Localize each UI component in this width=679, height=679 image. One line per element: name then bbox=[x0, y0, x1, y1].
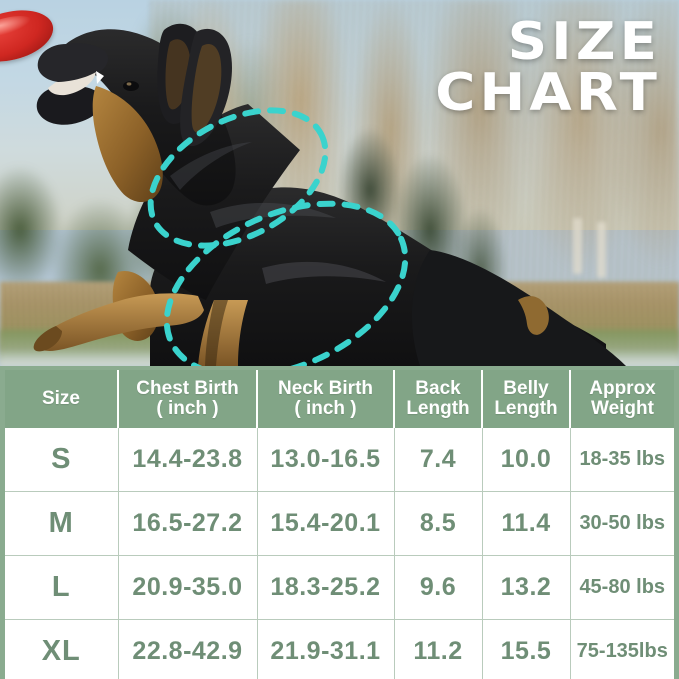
dog-mouth-gap bbox=[48, 72, 96, 96]
fence-post-2 bbox=[597, 222, 606, 278]
table-row: XL 22.8-42.9 21.9-31.1 11.2 15.5 75-135l… bbox=[5, 619, 674, 679]
column-header-back: Back Length bbox=[394, 370, 483, 428]
dog-coat-sheen-3 bbox=[170, 142, 252, 190]
cell-neck: 15.4-20.1 bbox=[257, 491, 395, 556]
cell-belly: 13.2 bbox=[482, 555, 571, 620]
cell-size: M bbox=[5, 491, 119, 556]
dog-lower-jaw bbox=[36, 85, 103, 125]
column-header-size-label: Size bbox=[41, 388, 81, 410]
chest-girth-measure-line bbox=[163, 200, 409, 366]
fence-post-1 bbox=[573, 218, 582, 274]
neck-girth-measure-line bbox=[147, 107, 329, 249]
cell-size: S bbox=[5, 428, 119, 492]
cell-size: XL bbox=[5, 619, 119, 679]
dog-coat-sheen-2 bbox=[262, 261, 386, 284]
column-header-neck: Neck Birth ( inch ) bbox=[257, 370, 395, 428]
dog-eye bbox=[123, 81, 139, 91]
cell-size: L bbox=[5, 555, 119, 620]
table-body: S 14.4-23.8 13.0-16.5 7.4 10.0 18-35 lbs… bbox=[5, 428, 674, 679]
dog-cheek-tan bbox=[92, 86, 163, 202]
column-header-belly-label: Belly bbox=[503, 378, 549, 400]
dog-muzzle-upper bbox=[37, 43, 108, 83]
column-header-size: Size bbox=[5, 370, 119, 428]
dog-tooth bbox=[96, 71, 104, 84]
cell-back: 8.5 bbox=[394, 491, 483, 556]
cell-neck: 18.3-25.2 bbox=[257, 555, 395, 620]
dog-illustration bbox=[33, 23, 626, 366]
column-header-back-label: Back bbox=[415, 378, 461, 400]
cell-weight: 75-135lbs bbox=[570, 619, 674, 679]
cell-weight: 30-50 lbs bbox=[570, 491, 674, 556]
table-header: Size Chest Birth ( inch ) Neck Birth ( i… bbox=[5, 370, 674, 428]
title-line-2: CHART bbox=[435, 63, 661, 124]
column-header-weight-label: Approx bbox=[589, 378, 656, 400]
dog-tail bbox=[518, 296, 549, 335]
cell-chest: 20.9-35.0 bbox=[118, 555, 258, 620]
cell-neck: 21.9-31.1 bbox=[257, 619, 395, 679]
column-header-chest-label: Chest Birth bbox=[136, 378, 239, 400]
cell-chest: 22.8-42.9 bbox=[118, 619, 258, 679]
table-row: M 16.5-27.2 15.4-20.1 8.5 11.4 30-50 lbs bbox=[5, 491, 674, 556]
cell-neck: 13.0-16.5 bbox=[257, 428, 395, 492]
table-row: L 20.9-35.0 18.3-25.2 9.6 13.2 45-80 lbs bbox=[5, 555, 674, 620]
dog-hindquarter bbox=[411, 250, 626, 366]
size-chart-table-container: Size Chest Birth ( inch ) Neck Birth ( i… bbox=[0, 366, 679, 679]
cell-chest: 16.5-27.2 bbox=[118, 491, 258, 556]
column-header-neck-unit: ( inch ) bbox=[294, 398, 357, 419]
table-row: S 14.4-23.8 13.0-16.5 7.4 10.0 18-35 lbs bbox=[5, 428, 674, 492]
column-header-chest-unit: ( inch ) bbox=[156, 398, 219, 419]
column-header-chest: Chest Birth ( inch ) bbox=[118, 370, 258, 428]
cell-weight: 18-35 lbs bbox=[570, 428, 674, 492]
cell-chest: 14.4-23.8 bbox=[118, 428, 258, 492]
dog-front-paw bbox=[33, 326, 62, 352]
cell-back: 11.2 bbox=[394, 619, 483, 679]
dog-eye-highlight bbox=[126, 82, 132, 86]
size-chart-table: Size Chest Birth ( inch ) Neck Birth ( i… bbox=[5, 370, 674, 679]
cell-belly: 11.4 bbox=[482, 491, 571, 556]
cell-back: 9.6 bbox=[394, 555, 483, 620]
dog-front-leg-upper bbox=[38, 293, 204, 351]
page-title: SIZE CHART bbox=[435, 16, 661, 120]
column-header-belly: Belly Length bbox=[482, 370, 571, 428]
cell-weight: 45-80 lbs bbox=[570, 555, 674, 620]
title-line-1: SIZE bbox=[507, 12, 661, 72]
dog-ear-right-inner bbox=[191, 44, 222, 133]
column-header-weight: Approx Weight bbox=[570, 370, 674, 428]
column-header-weight-sub: Weight bbox=[591, 398, 654, 419]
column-header-neck-label: Neck Birth bbox=[277, 378, 374, 400]
cell-back: 7.4 bbox=[394, 428, 483, 492]
table-header-row: Size Chest Birth ( inch ) Neck Birth ( i… bbox=[5, 370, 674, 428]
column-header-belly-sub: Length bbox=[494, 398, 558, 419]
product-photo: SIZE CHART bbox=[0, 0, 679, 366]
column-header-back-sub: Length bbox=[406, 398, 470, 419]
cell-belly: 10.0 bbox=[482, 428, 571, 492]
dog-front-leg-shadow bbox=[205, 300, 228, 366]
cell-belly: 15.5 bbox=[482, 619, 571, 679]
